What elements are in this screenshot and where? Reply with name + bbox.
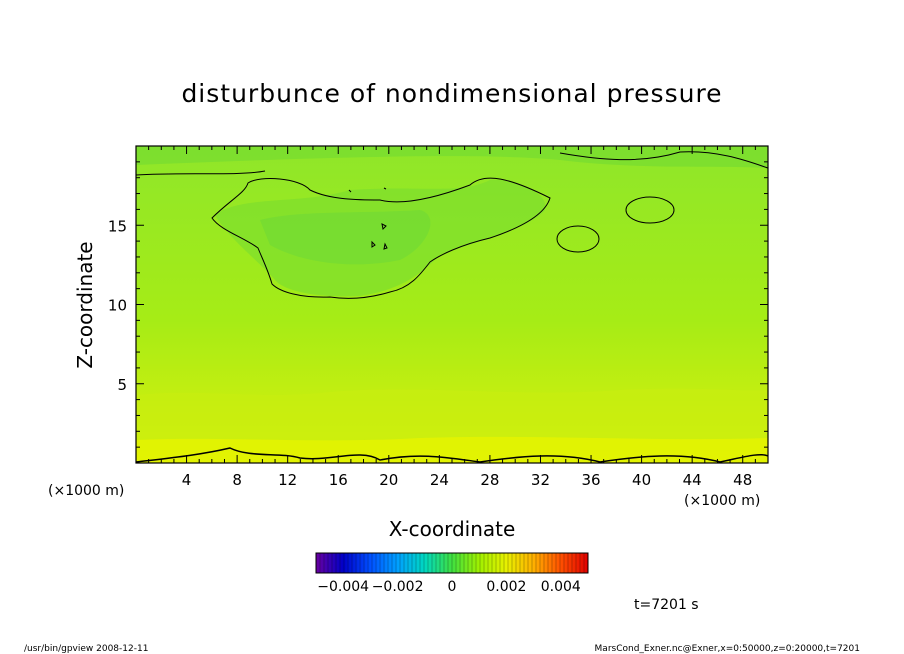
contour-field [136,146,768,463]
x-tick-label: 8 [232,471,242,489]
contour-small-blob-1 [556,225,600,253]
contour-bottom [136,447,768,463]
x-tick-label: 4 [182,471,192,489]
contour-top [136,151,768,176]
contour-lines [136,151,768,463]
x-tick-label: 24 [430,471,449,489]
colorbar-tick-labels: −0.004 −0.002 0 0.002 0.004 [317,579,581,595]
colorbar-tick-label: −0.004 [317,579,369,595]
x-tick-label: 44 [683,471,702,489]
colorbar-tick-label: −0.002 [372,579,424,595]
contour-small-islands [348,187,388,250]
x-tick-label: 28 [480,471,499,489]
y-unit-label: (×1000 m) [48,483,124,499]
field-region-top [136,146,768,168]
time-label: t=7201 s [634,597,699,613]
colorbar-tick-label: 0.004 [541,579,581,595]
y-tick-label: 10 [108,297,127,315]
x-tick-label: 12 [278,471,297,489]
colorbar-tick-label: 0 [448,579,457,595]
field-region-core [260,210,431,265]
y-tick-label: 5 [117,376,127,394]
x-axis-label: X-coordinate [389,517,516,541]
contour-small-blob-2 [625,196,675,224]
y-axis-ticks: 5 10 15 [108,161,768,448]
x-tick-label: 16 [329,471,348,489]
y-tick-label: 15 [108,217,127,235]
contour-upper-region [211,177,551,299]
chart-title: disturbunce of nondimensional pressure [181,79,722,108]
y-axis-label: Z-coordinate [73,241,97,368]
x-tick-label: 20 [379,471,398,489]
colorbar-bands [319,553,585,573]
colorbar-tick-label: 0.002 [486,579,526,595]
x-tick-label: 32 [531,471,550,489]
x-axis-ticks: 4 8 12 16 20 24 28 32 36 40 44 48 [148,146,756,489]
footer-right: MarsCond_Exner.nc@Exner,x=0:50000,z=0:20… [595,644,860,654]
x-tick-label: 36 [581,471,600,489]
x-tick-label: 40 [632,471,651,489]
footer-left: /usr/bin/gpview 2008-12-11 [24,644,148,654]
x-unit-label: (×1000 m) [684,493,760,509]
x-tick-label: 48 [733,471,752,489]
